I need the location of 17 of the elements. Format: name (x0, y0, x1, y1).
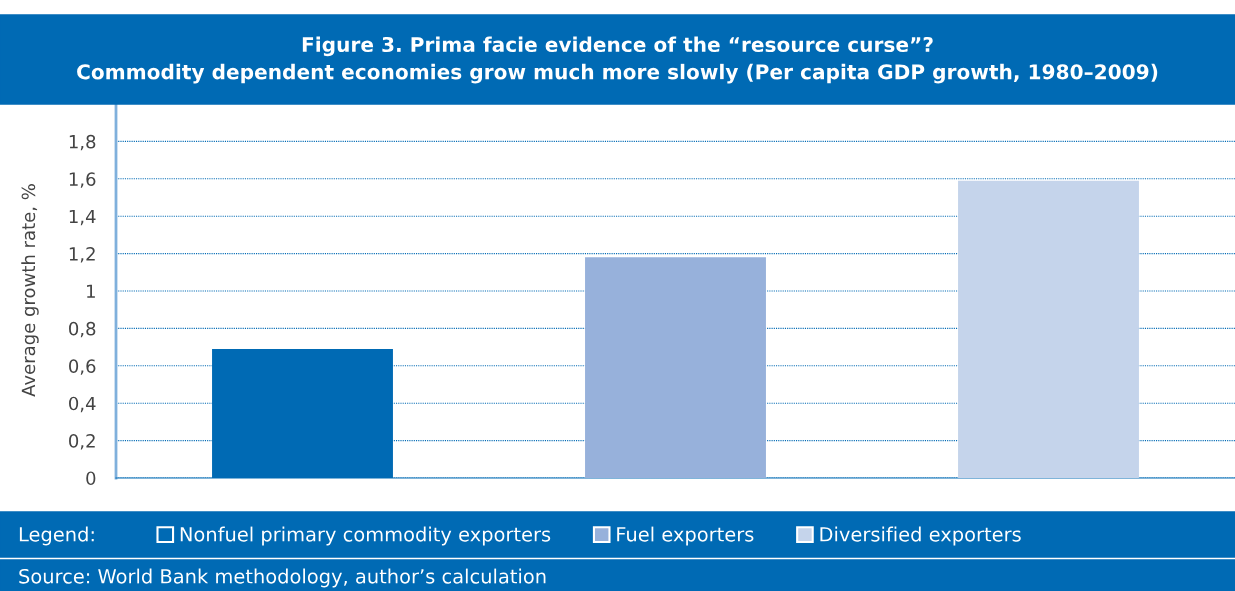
y-tick-label: 1,2 (69, 247, 95, 263)
y-tick-label: 1,8 (69, 134, 96, 151)
legend-label: Diversified exporters (820, 526, 1021, 546)
legend-title: Legend: (19, 526, 94, 546)
y-tick-label: 1 (87, 284, 95, 298)
y-tick-label: 0,4 (69, 396, 96, 413)
y-tick-label: 1,6 (69, 172, 96, 188)
chart-title: Figure 3. Prima facie evidence of the “resource curse”? Commodity dependent economies grow much more slowly (Per capita GDP growth, 1980–2009) (77, 36, 1158, 84)
y-tick-label: 0,6 (69, 359, 96, 375)
legend-label: Fuel exporters (617, 526, 754, 546)
y-tick-label: 1,4 (69, 209, 96, 226)
legend-label: Nonfuel primary commodity exporters (180, 526, 551, 546)
y-axis-title: Average growth rate, % (21, 184, 39, 397)
source-note: Source: World Bank methodology, author’s calculation (19, 568, 546, 588)
y-tick-label: 0,8 (69, 321, 96, 338)
y-tick-label: 0 (86, 471, 96, 486)
y-tick-label: 0,2 (69, 434, 95, 450)
